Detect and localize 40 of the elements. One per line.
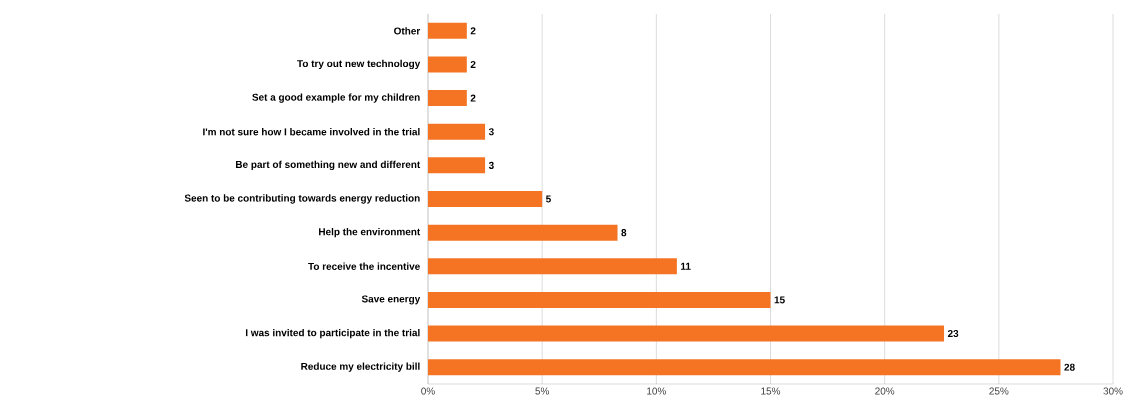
- y-tick-label: Be part of something new and different: [236, 160, 421, 171]
- y-tick-label: Reduce my electricity bill: [301, 362, 420, 372]
- data-label: 23: [947, 330, 959, 338]
- y-tick-label: To receive the incentive: [308, 262, 420, 270]
- x-tick-label: 5%: [535, 387, 550, 395]
- y-tick-label: I'm not sure how I became involved in the trial: [203, 128, 420, 136]
- y-tick-label: To try out new technology: [297, 59, 421, 70]
- data-label: 15: [774, 296, 785, 304]
- bar: [428, 123, 486, 140]
- x-tick-label: 10%: [647, 387, 666, 395]
- bar: [428, 258, 677, 275]
- x-tick-label: 30%: [1103, 387, 1123, 395]
- data-label: 28: [1064, 363, 1075, 371]
- bar: [428, 224, 618, 241]
- bar: [428, 157, 486, 174]
- y-tick-label: Save energy: [361, 295, 421, 305]
- data-label: 2: [470, 60, 476, 68]
- x-tick-label: 0%: [421, 387, 435, 395]
- x-tick-label: 15%: [761, 387, 781, 395]
- data-label: 5: [546, 195, 551, 203]
- bar: [428, 325, 945, 342]
- data-label: 3: [488, 128, 494, 136]
- bar: [428, 191, 543, 207]
- y-tick-label: Other: [394, 27, 421, 35]
- data-label: 11: [681, 262, 691, 270]
- bar: [428, 90, 467, 107]
- data-label: 8: [621, 229, 627, 237]
- bar: [428, 22, 467, 39]
- bar: [428, 291, 771, 308]
- bar: [428, 56, 467, 73]
- data-label: 2: [470, 27, 476, 35]
- y-tick-label: Help the environment: [319, 228, 421, 238]
- x-tick-label: 25%: [989, 387, 1009, 395]
- data-label: 2: [470, 94, 476, 102]
- bar: [428, 359, 1061, 376]
- y-tick-label: Set a good example for my children: [252, 93, 420, 103]
- y-tick-label: Seen to be contributing towards energy reduction: [184, 194, 420, 204]
- data-label: 3: [488, 161, 494, 169]
- y-tick-label: I was invited to participate in the trial: [245, 328, 420, 339]
- x-tick-label: 20%: [875, 387, 895, 395]
